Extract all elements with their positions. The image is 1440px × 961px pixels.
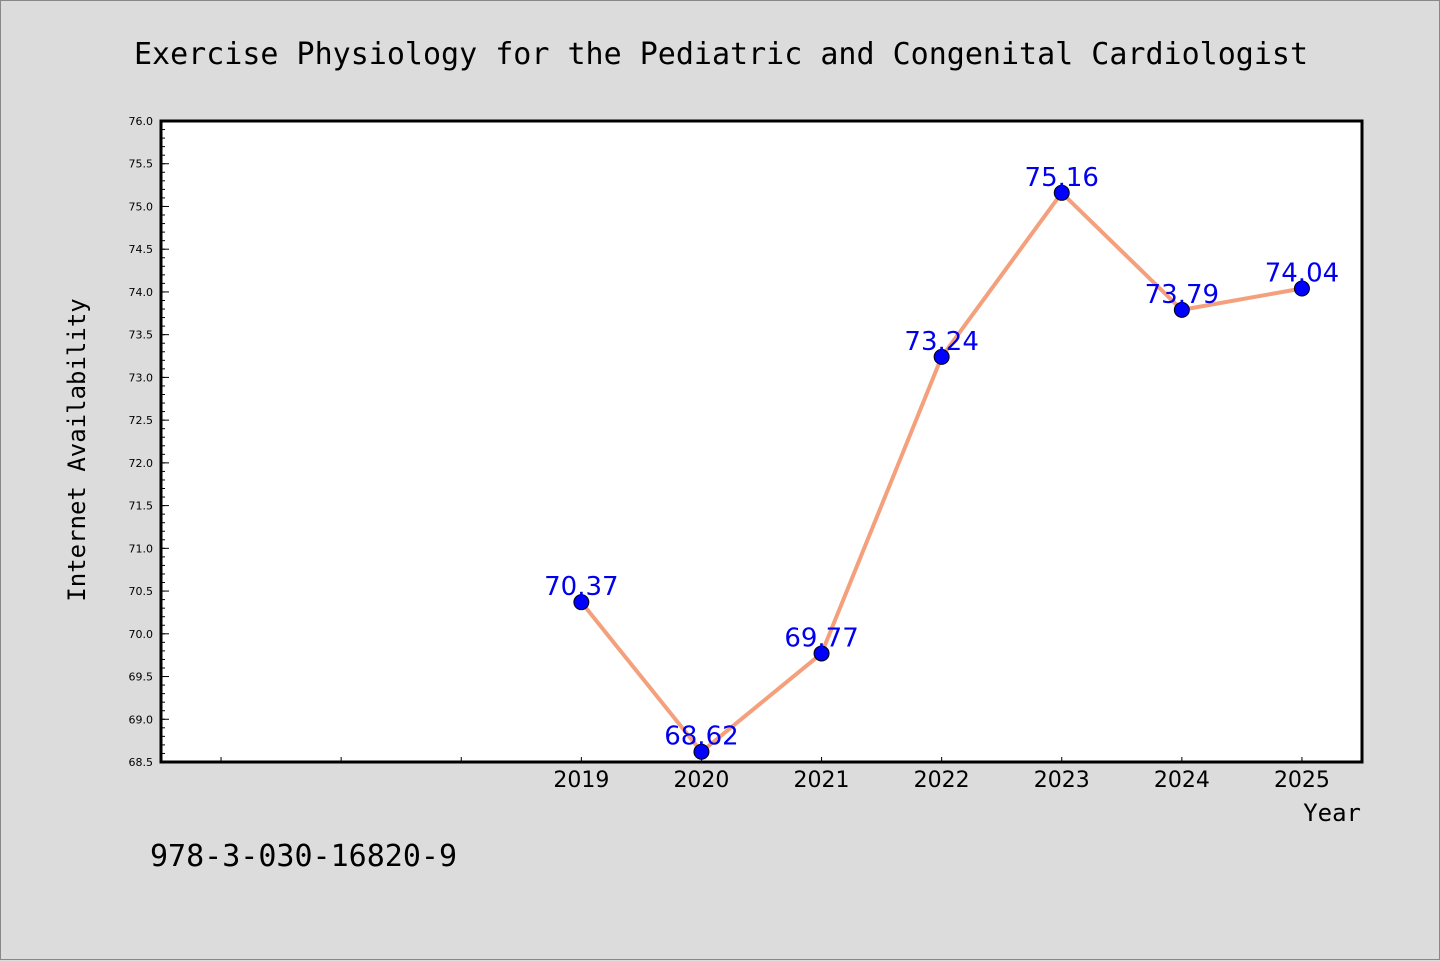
chart-title: Exercise Physiology for the Pediatric an…: [134, 37, 1308, 72]
isbn-text: 978-3-030-16820-9: [150, 839, 457, 874]
y-tick-label: 73.0: [129, 371, 154, 384]
y-tick-label: 75.0: [129, 200, 154, 213]
data-point: [1053, 184, 1070, 201]
x-axis: 2019 2020 2021 2022 2023 2024 2025: [220, 757, 1330, 793]
y-tick-label: 69.0: [129, 713, 154, 726]
series-markers: [573, 184, 1310, 760]
x-axis-label: Year: [1303, 799, 1361, 827]
y-tick-label: 72.0: [129, 457, 154, 470]
data-point: [573, 594, 590, 611]
y-tick-label: 70.5: [129, 585, 154, 598]
x-tick-label: 2023: [1034, 768, 1090, 793]
data-label: 74.04: [1265, 259, 1339, 289]
data-point: [813, 645, 830, 662]
y-axis-label: Internet Availability: [63, 298, 91, 601]
data-label: 69.77: [784, 623, 858, 653]
data-labels: 70.37 68.62 69.77 73.24 75.16 73.79 74.04: [544, 163, 1339, 752]
y-axis: 68.5 69.0 69.5 70.0 70.5 71.0 71.5 72.0 72.5 73.0…: [129, 115, 169, 769]
data-point: [693, 743, 710, 760]
data-label: 70.37: [544, 572, 618, 602]
data-point: [1173, 301, 1190, 318]
y-tick-label: 74.0: [129, 286, 154, 299]
data-label: 73.24: [904, 327, 978, 357]
data-label: 75.16: [1025, 163, 1099, 193]
y-tick-label: 71.0: [129, 542, 154, 555]
y-tick-label: 68.5: [129, 756, 154, 769]
data-point: [1293, 280, 1310, 297]
x-tick-label: 2022: [914, 768, 970, 793]
plot-area: [159, 119, 1364, 764]
x-tick-label: 2021: [794, 768, 850, 793]
y-tick-label: 71.5: [129, 500, 154, 513]
data-point: [933, 348, 950, 365]
x-tick-label: 2019: [553, 768, 609, 793]
x-tick-label: 2025: [1274, 768, 1330, 793]
y-tick-label: 74.5: [129, 243, 154, 256]
y-tick-label: 76.0: [129, 115, 154, 128]
y-tick-label: 75.5: [129, 158, 154, 171]
y-tick-label: 73.5: [129, 329, 154, 342]
x-tick-label: 2020: [673, 768, 729, 793]
y-tick-label: 72.5: [129, 414, 154, 427]
data-label: 73.79: [1145, 280, 1219, 310]
y-tick-label: 69.5: [129, 671, 154, 684]
y-tick-label: 70.0: [129, 628, 154, 641]
data-label: 68.62: [664, 722, 738, 752]
x-tick-label: 2024: [1154, 768, 1210, 793]
